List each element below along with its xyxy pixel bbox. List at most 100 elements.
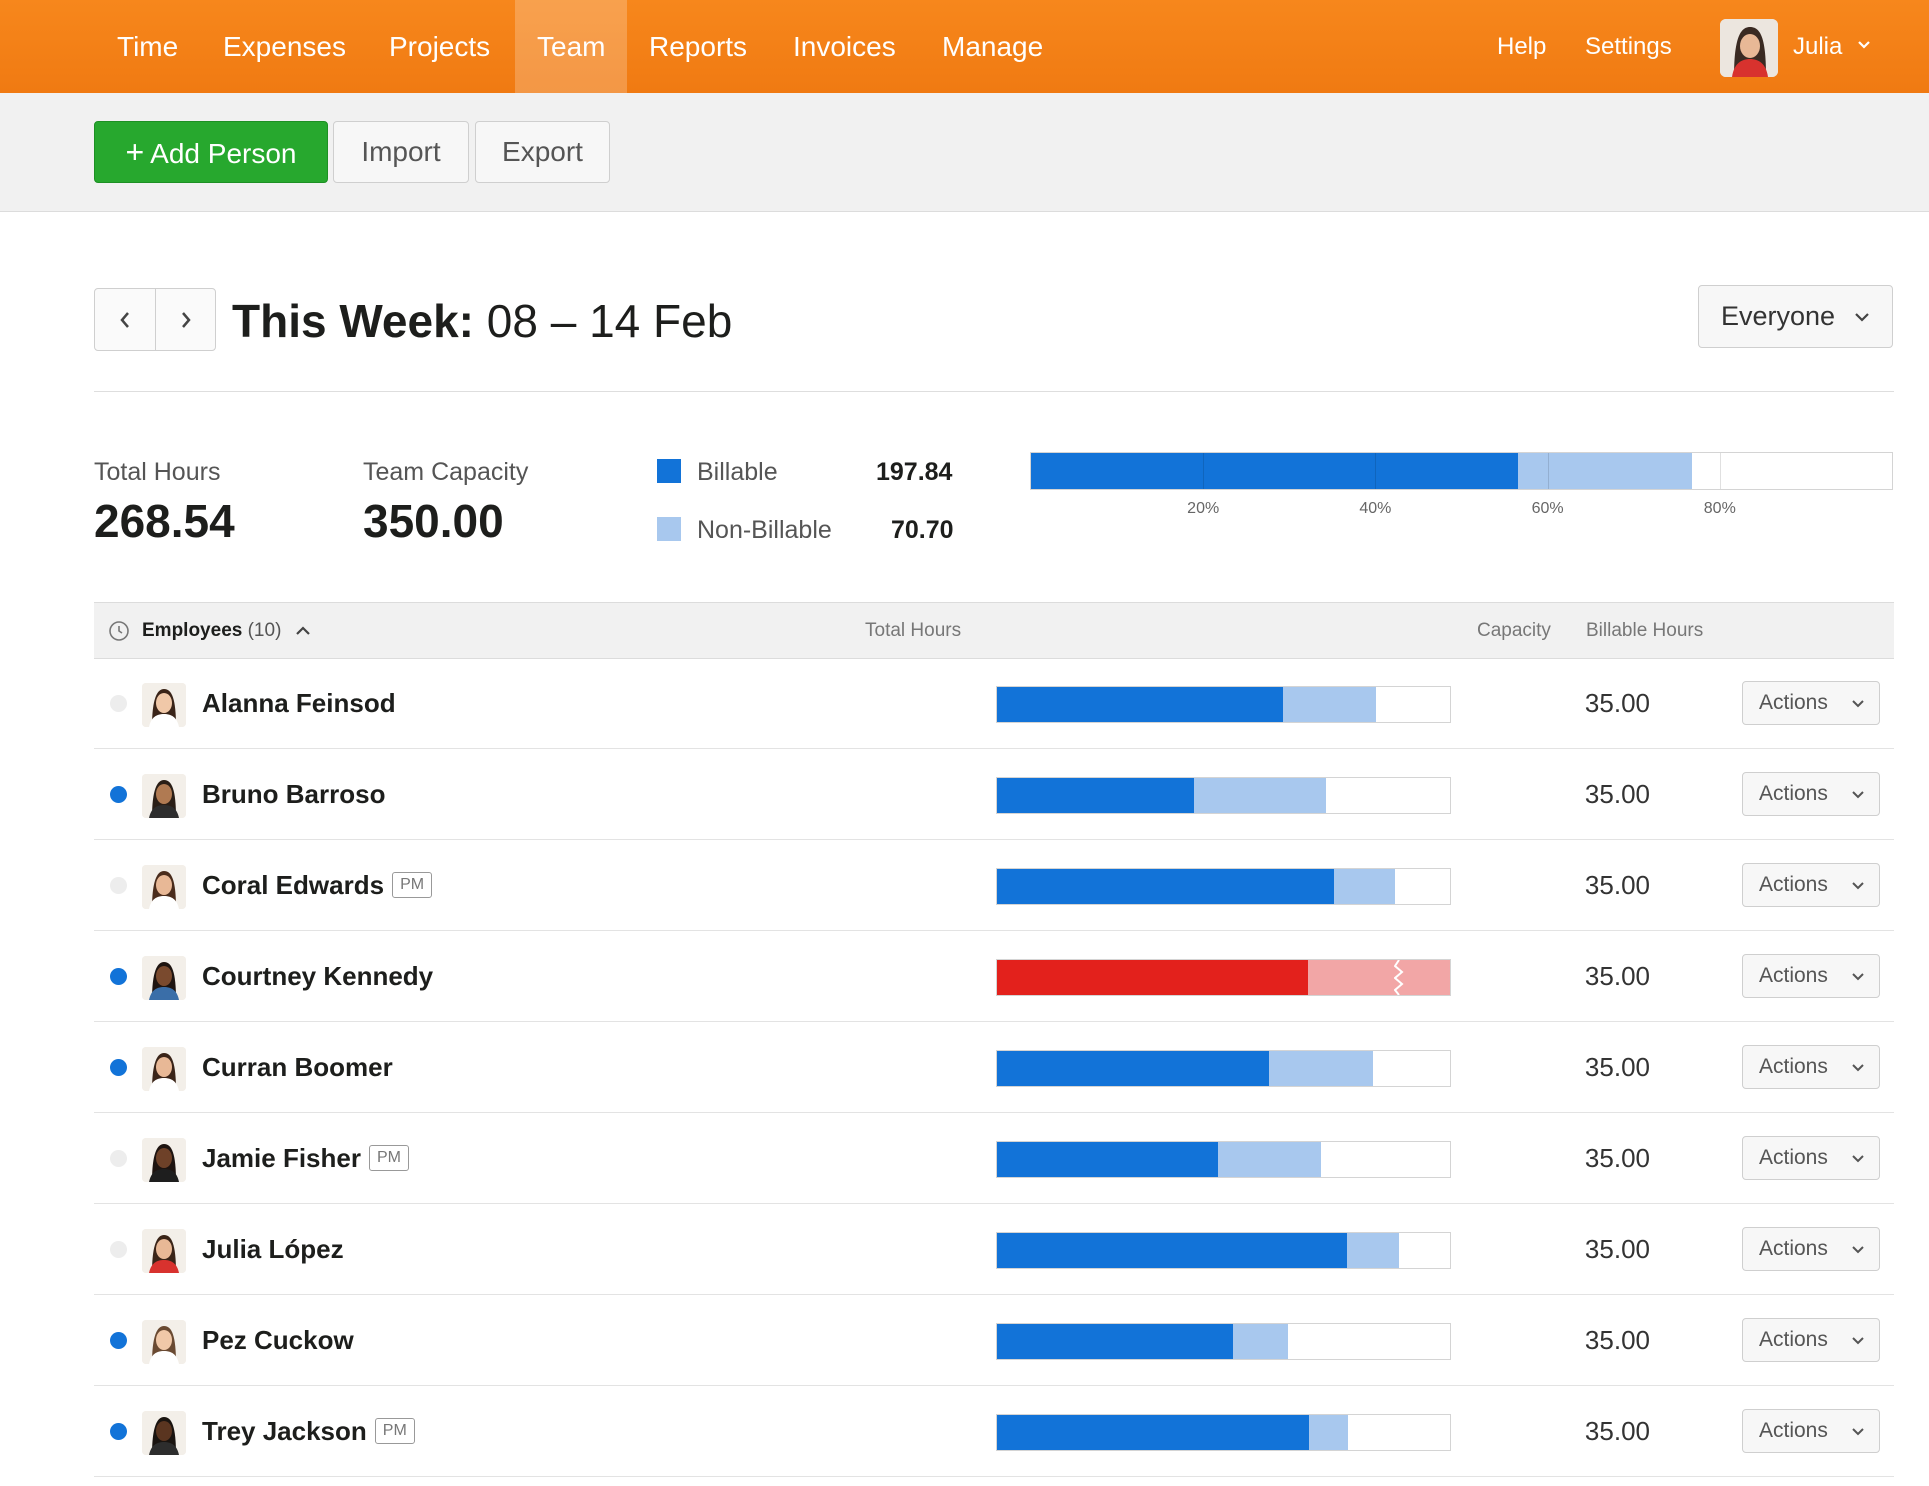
nav-reports[interactable]: Reports	[649, 31, 748, 62]
status-dot	[110, 1150, 127, 1167]
actions-button[interactable]: Actions	[1742, 863, 1880, 907]
avatar	[142, 1229, 186, 1273]
hours-bar	[996, 1414, 1451, 1451]
capacity: 35.00	[1584, 1416, 1650, 1446]
employee-name[interactable]: Jamie Fisher PM	[202, 1114, 409, 1202]
hours-bar	[996, 1232, 1451, 1269]
employee-name[interactable]: Courtney Kennedy	[202, 961, 434, 991]
employee-name[interactable]: Coral Edwards PM	[202, 841, 433, 929]
col-billable-hours[interactable]: Billable Hours	[1586, 620, 1704, 641]
toolbar: + Add Person Import Export	[0, 93, 1929, 212]
chevron-down-icon	[1858, 41, 1870, 49]
status-dot	[110, 1332, 127, 1349]
nonbillable-segment	[1333, 869, 1395, 904]
billable-segment	[997, 778, 1194, 813]
status-dot	[110, 968, 127, 985]
nav-manage[interactable]: Manage	[942, 31, 1044, 62]
employees-group-toggle[interactable]: Employees (10)	[142, 603, 311, 658]
table-row: Julia López31.0735.0027.07Actions	[94, 1205, 1894, 1295]
actions-button[interactable]: Actions	[1742, 772, 1880, 816]
col-total-hours[interactable]: Total Hours	[865, 620, 962, 641]
chevron-down-icon	[1855, 313, 1869, 322]
pm-badge: PM	[368, 1145, 409, 1172]
scale-tick-label: 80%	[1703, 500, 1736, 517]
col-capacity[interactable]: Capacity	[1477, 620, 1551, 641]
status-dot	[110, 1423, 127, 1440]
status-dot	[110, 877, 127, 894]
billable-segment	[997, 1324, 1234, 1359]
user-menu[interactable]: Julia	[1793, 33, 1843, 60]
actions-button[interactable]: Actions	[1742, 681, 1880, 725]
actions-button[interactable]: Actions	[1742, 954, 1880, 998]
hours-bar	[996, 959, 1451, 996]
pm-badge: PM	[392, 872, 433, 899]
chevron-left-icon	[120, 311, 129, 328]
chevron-down-icon	[1852, 1337, 1864, 1345]
employee-name[interactable]: Pez Cuckow	[202, 1325, 354, 1355]
actions-button[interactable]: Actions	[1742, 1227, 1880, 1271]
scale-tick-label: 60%	[1531, 500, 1564, 517]
actions-button[interactable]: Actions	[1742, 1045, 1880, 1089]
capacity: 35.00	[1584, 961, 1650, 991]
employee-name[interactable]: Alanna Feinsod	[202, 688, 396, 718]
user-avatar[interactable]	[1720, 19, 1778, 77]
capacity: 35.00	[1584, 1143, 1650, 1173]
chevron-down-icon	[1852, 882, 1864, 890]
import-button[interactable]: Import	[333, 121, 469, 183]
nav-expenses[interactable]: Expenses	[223, 31, 346, 62]
people-filter-select[interactable]: Everyone	[1698, 285, 1893, 348]
week-range: 08 – 14 Feb	[486, 295, 733, 347]
status-dot	[110, 786, 127, 803]
employee-name[interactable]: Curran Boomer	[202, 1052, 393, 1082]
employee-name[interactable]: Trey Jackson PM	[202, 1387, 415, 1475]
billable-segment	[997, 1051, 1269, 1086]
top-nav: Time Expenses Projects Team Reports Invo…	[0, 0, 1929, 93]
table-row: Coral EdwardsPM30.7335.0026.03Actions	[94, 841, 1894, 931]
avatar	[142, 1320, 186, 1364]
billable-segment	[997, 869, 1334, 904]
table-row: Bruno Barroso25.4035.0015.20Actions	[94, 750, 1894, 840]
plus-icon: +	[125, 134, 145, 170]
avatar	[142, 956, 186, 1000]
billable-segment	[997, 960, 1309, 995]
nonbillable-segment	[1268, 1051, 1373, 1086]
actions-button[interactable]: Actions	[1742, 1409, 1880, 1453]
capacity: 35.00	[1584, 1325, 1650, 1355]
pm-badge: PM	[374, 1418, 415, 1445]
actions-button[interactable]: Actions	[1742, 1136, 1880, 1180]
nav-invoices[interactable]: Invoices	[793, 31, 896, 62]
billable-segment	[997, 1415, 1309, 1450]
prev-week-button[interactable]	[95, 289, 156, 350]
actions-button[interactable]: Actions	[1742, 1318, 1880, 1362]
nav-help[interactable]: Help	[1497, 33, 1547, 60]
next-week-button[interactable]	[156, 289, 216, 350]
avatar	[142, 774, 186, 818]
team-capacity-value: 350.00	[363, 495, 504, 547]
nonbillable-label: Non-Billable	[697, 516, 832, 544]
page-title: This Week: 08 – 14 Feb	[232, 290, 732, 352]
nav-projects[interactable]: Projects	[389, 31, 491, 62]
table-row: Alanna Feinsod29.2835.0022.08Actions	[94, 659, 1894, 749]
nav-settings[interactable]: Settings	[1585, 33, 1672, 60]
billable-label: Billable	[697, 458, 778, 486]
hours-bar	[996, 1141, 1451, 1178]
billable-segment	[997, 687, 1283, 722]
employee-name[interactable]: Julia López	[202, 1234, 344, 1264]
nonbillable-segment	[1193, 778, 1326, 813]
nav-time[interactable]: Time	[117, 31, 179, 62]
week-pager	[94, 288, 216, 351]
nonbillable-segment	[1347, 1233, 1400, 1268]
employee-name[interactable]: Bruno Barroso	[202, 779, 386, 809]
billable-segment	[997, 1142, 1218, 1177]
billable-segment	[1031, 453, 1518, 489]
avatar	[142, 865, 186, 909]
nav-team[interactable]: Team	[515, 0, 628, 93]
chevron-down-icon	[1852, 700, 1864, 708]
capacity: 35.00	[1584, 870, 1650, 900]
table-row: Jamie FisherPM25.0735.0017.05Actions	[94, 1114, 1894, 1204]
scale-tick	[1203, 453, 1205, 489]
nonbillable-segment	[1233, 1324, 1288, 1359]
export-button[interactable]: Export	[475, 121, 610, 183]
add-person-button[interactable]: + Add Person	[94, 121, 328, 183]
capacity: 35.00	[1584, 779, 1650, 809]
